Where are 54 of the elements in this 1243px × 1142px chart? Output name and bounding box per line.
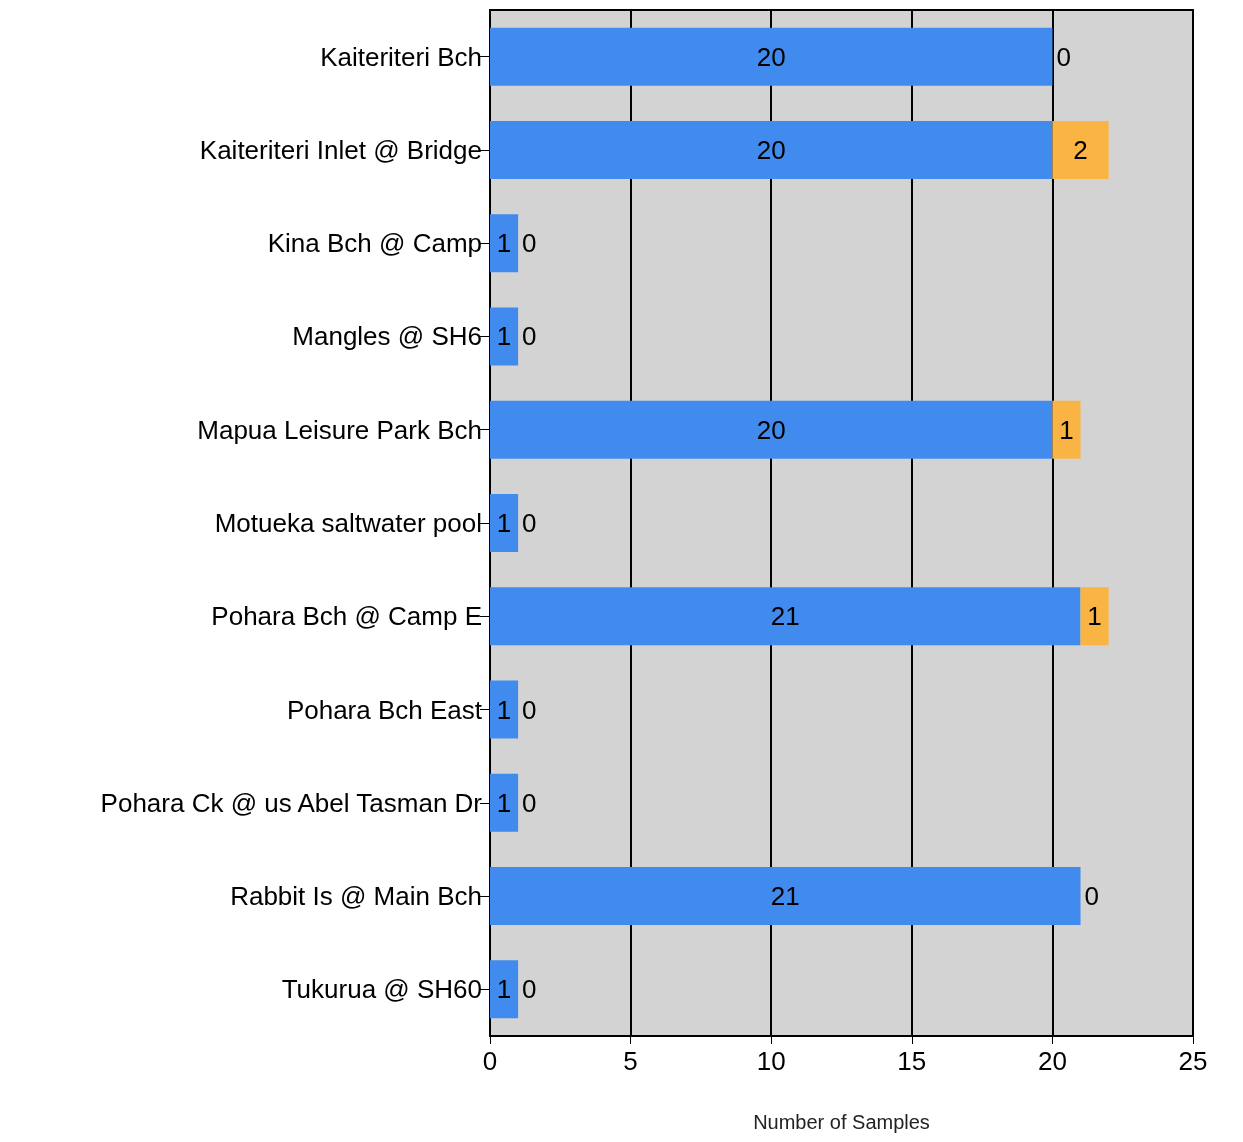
bar xyxy=(1052,120,1109,179)
data-label: 0 xyxy=(522,321,537,352)
x-tick-label: 10 xyxy=(756,1046,786,1076)
bar xyxy=(490,27,1053,86)
data-label: 0 xyxy=(1084,881,1099,912)
bar xyxy=(1080,587,1109,646)
data-label: 21 xyxy=(770,601,800,632)
x-tick-label: 5 xyxy=(623,1046,638,1076)
y-tick-label: Pohara Ck @ us Abel Tasman Dr xyxy=(100,787,483,818)
bar xyxy=(490,120,1053,179)
data-label: 20 xyxy=(756,414,786,445)
data-label: 20 xyxy=(756,134,786,165)
data-label: 0 xyxy=(522,787,537,818)
y-tick-label: Mapua Leisure Park Bch xyxy=(197,414,482,445)
bar xyxy=(490,214,519,273)
bar xyxy=(490,773,519,832)
data-label: 21 xyxy=(770,881,800,912)
y-tick-label: Rabbit Is @ Main Bch xyxy=(230,881,482,912)
x-tick-label: 15 xyxy=(897,1046,927,1076)
y-tick-label: Kaiteriteri Bch xyxy=(320,41,482,72)
data-label: 1 xyxy=(496,787,512,818)
data-label: 20 xyxy=(756,41,786,72)
bar xyxy=(490,587,1081,646)
y-tick-label: Pohara Bch East xyxy=(286,694,483,725)
data-label: 1 xyxy=(496,694,512,725)
x-tick-label: 0 xyxy=(482,1046,498,1076)
y-tick-label: Mangles @ SH6 xyxy=(292,321,482,352)
bar xyxy=(490,680,519,739)
bar xyxy=(490,307,519,366)
bar xyxy=(490,400,1053,459)
y-tick-label: Motueka saltwater pool xyxy=(214,508,482,538)
data-label: 0 xyxy=(522,228,537,259)
bar xyxy=(490,867,1081,926)
y-tick-label: Pohara Bch @ Camp E xyxy=(211,601,482,632)
bar xyxy=(1052,400,1081,459)
data-label: 1 xyxy=(496,508,512,538)
data-label: 0 xyxy=(522,508,537,538)
data-label: 1 xyxy=(496,321,512,352)
data-label: 2 xyxy=(1073,134,1088,165)
bar xyxy=(490,960,519,1019)
x-tick-label: 20 xyxy=(1037,1046,1067,1076)
bar xyxy=(490,494,519,552)
y-tick-label: Kina Bch @ Camp xyxy=(267,228,482,259)
x-tick-label: 25 xyxy=(1178,1046,1208,1076)
data-label: 1 xyxy=(1087,601,1102,632)
data-label: 0 xyxy=(522,694,537,725)
data-label: 0 xyxy=(522,974,537,1005)
y-tick-label: Tukurua @ SH60 xyxy=(281,974,482,1005)
data-label: 1 xyxy=(1059,414,1074,445)
data-label: 1 xyxy=(496,228,512,259)
x-axis-title: Number of Samples xyxy=(753,1111,930,1133)
data-label: 1 xyxy=(496,974,512,1005)
y-tick-label: Kaiteriteri Inlet @ Bridge xyxy=(199,134,482,165)
data-label: 0 xyxy=(1056,41,1071,72)
